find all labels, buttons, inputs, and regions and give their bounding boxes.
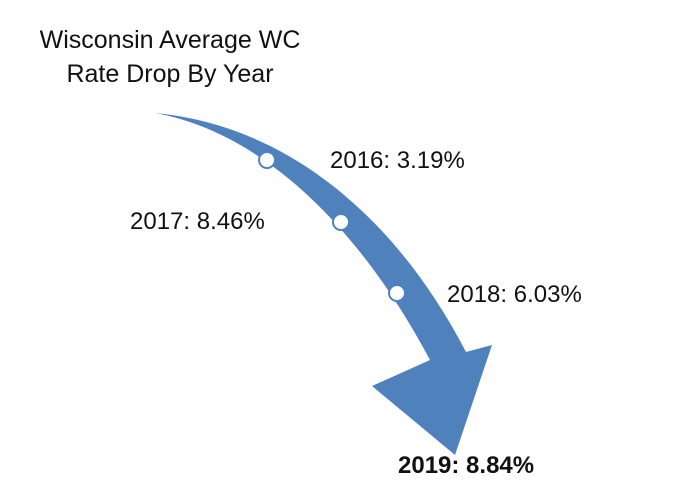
label-2016: 2016: 3.19%	[330, 147, 465, 174]
curved-down-arrow	[155, 113, 492, 455]
milestone-marker-2018	[388, 284, 406, 302]
label-2018: 2018: 6.03%	[447, 281, 582, 308]
label-2019: 2019: 8.84%	[398, 452, 534, 479]
milestone-marker-2016	[258, 151, 276, 169]
title-line-2: Rate Drop By Year	[66, 60, 273, 88]
marker-dot-2017	[332, 213, 350, 231]
milestone-marker-2017	[332, 213, 350, 231]
title-line-1: Wisconsin Average WC	[40, 26, 301, 54]
marker-dot-2018	[388, 284, 406, 302]
marker-dot-2016	[258, 151, 276, 169]
label-2017: 2017: 8.46%	[130, 208, 265, 235]
